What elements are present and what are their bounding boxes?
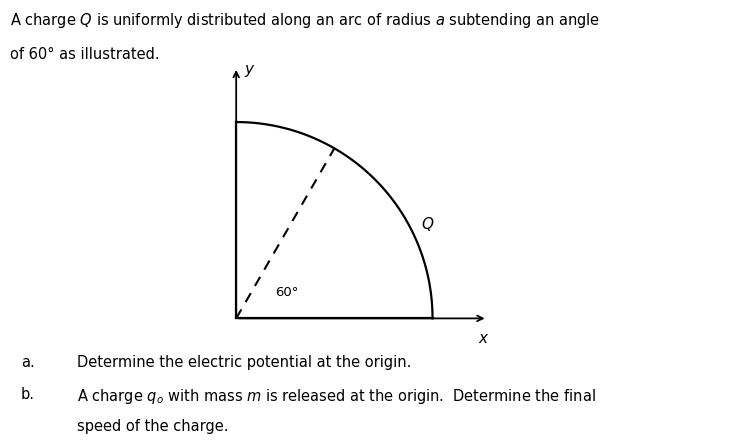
Text: $y$: $y$ [244,63,256,79]
Text: $Q$: $Q$ [422,215,435,233]
Text: a.: a. [21,355,35,371]
Text: A charge $Q$ is uniformly distributed along an arc of radius $a$ subtending an a: A charge $Q$ is uniformly distributed al… [10,11,600,30]
Text: Determine the electric potential at the origin.: Determine the electric potential at the … [77,355,412,371]
Text: b.: b. [21,387,35,402]
Text: speed of the charge.: speed of the charge. [77,419,229,434]
Text: A charge $q_o$ with mass $m$ is released at the origin.  Determine the final: A charge $q_o$ with mass $m$ is released… [77,387,596,406]
Text: of 60° as illustrated.: of 60° as illustrated. [10,47,159,62]
Text: 60°: 60° [276,286,298,299]
Text: $x$: $x$ [478,330,489,346]
